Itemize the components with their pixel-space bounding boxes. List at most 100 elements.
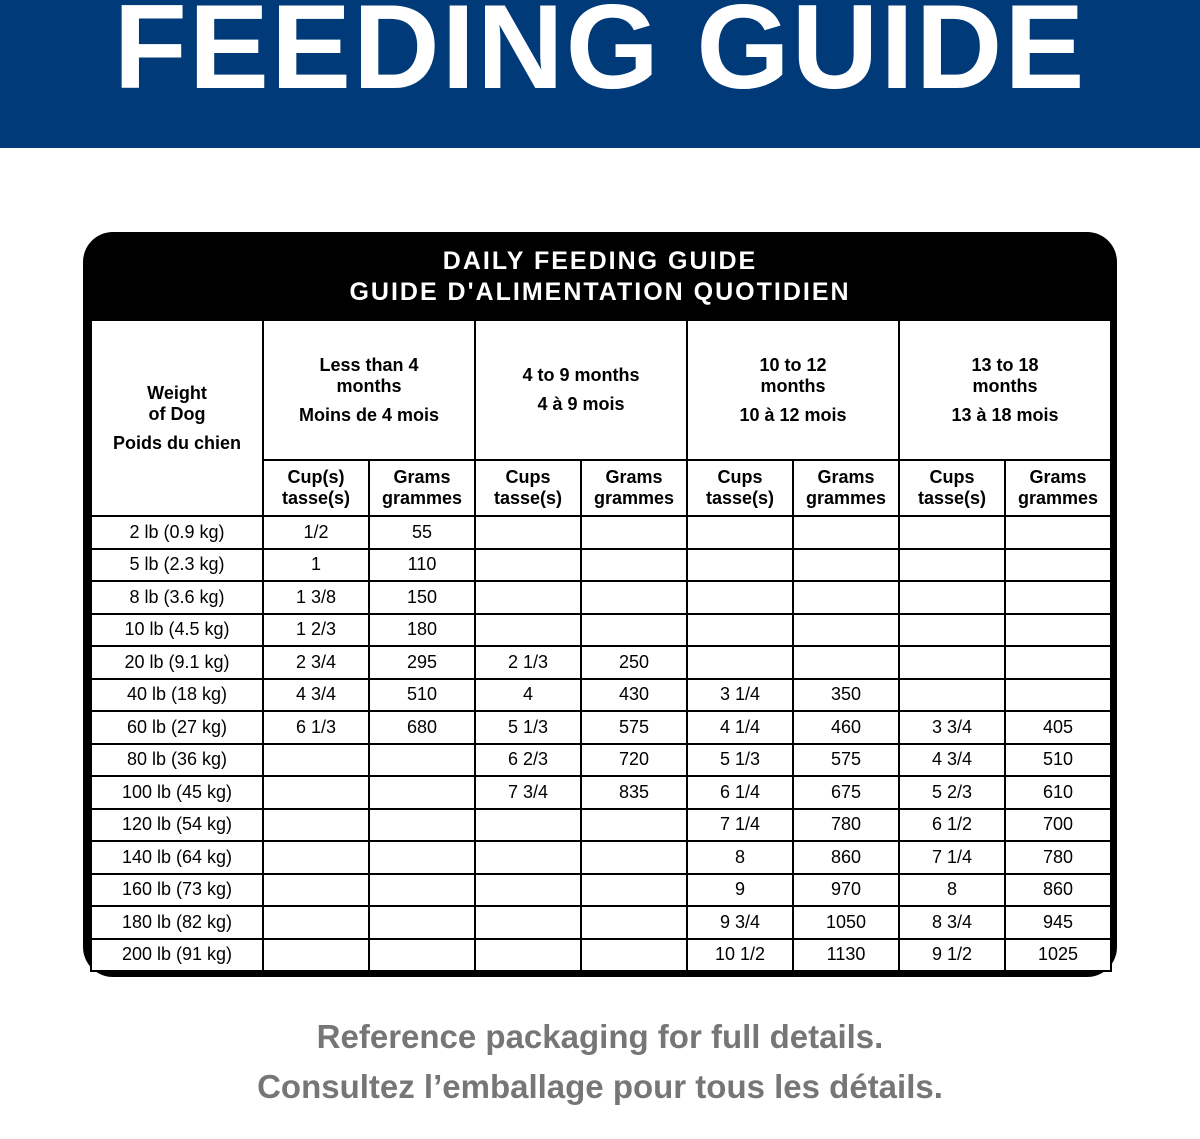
feeding-table: Weight of Dog Poids du chien Less than 4 m…	[90, 319, 1113, 972]
grams-cell	[579, 515, 689, 550]
grams-cell: 1050	[792, 905, 901, 940]
grams-cell	[368, 807, 476, 842]
cups-cell: 6 2/3	[474, 742, 582, 777]
age-group-en: Less than 4 months	[264, 355, 474, 397]
grams-cell	[792, 580, 901, 615]
grams-cell: 780	[1004, 840, 1113, 875]
grams-cell	[368, 840, 476, 875]
cups-cell	[898, 580, 1007, 615]
sub-header-en: Grams	[817, 467, 875, 487]
sub-header-en: Grams	[393, 467, 451, 487]
grams-cell	[579, 580, 689, 615]
age-group-en: 10 to 12 months	[688, 355, 898, 397]
cups-cell: 3 3/4	[898, 710, 1007, 745]
cups-cell: 2 1/3	[474, 645, 582, 680]
age-group-header: Less than 4 months Moins de 4 mois	[262, 319, 476, 461]
weight-header-en: Weight of Dog	[147, 382, 207, 424]
grams-cell	[579, 905, 689, 940]
cups-cell: 9 1/2	[898, 937, 1007, 972]
cups-cell	[686, 612, 795, 647]
grams-cell: 835	[579, 775, 689, 810]
weight-cell: 100 lb (45 kg)	[90, 775, 264, 810]
grams-cell: 610	[1004, 775, 1113, 810]
cups-cell: 6 1/4	[686, 775, 795, 810]
age-group-en: 13 to 18 months	[900, 355, 1110, 397]
grams-cell	[368, 905, 476, 940]
grams-cell: 55	[368, 515, 476, 550]
cups-cell	[474, 872, 582, 907]
cups-cell	[262, 807, 370, 842]
weight-cell: 180 lb (82 kg)	[90, 905, 264, 940]
sub-header-en: Cups	[929, 467, 975, 487]
sub-header: Cups tasse(s)	[898, 459, 1007, 517]
weight-cell: 200 lb (91 kg)	[90, 937, 264, 972]
cups-cell	[474, 937, 582, 972]
cups-cell: 4 3/4	[898, 742, 1007, 777]
page-title: FEEDING GUIDE	[113, 0, 1087, 114]
cups-cell: 1/2	[262, 515, 370, 550]
grams-cell: 780	[792, 807, 901, 842]
cups-cell: 5 1/3	[686, 742, 795, 777]
weight-cell: 60 lb (27 kg)	[90, 710, 264, 745]
data-row: 60 lb (27 kg) 6 1/3 680 5 1/3 575 4 1/4 460 3 3…	[90, 710, 1113, 745]
table-title-line: DAILY FEEDING GUIDE	[442, 246, 758, 275]
cups-cell	[474, 612, 582, 647]
grams-cell: 510	[1004, 742, 1113, 777]
footer-line: Consultez l’emballage pour tous les déta…	[257, 1068, 943, 1105]
cups-cell: 1 2/3	[262, 612, 370, 647]
weight-header: Weight of Dog Poids du chien	[90, 319, 264, 517]
grams-cell: 970	[792, 872, 901, 907]
grams-cell: 860	[792, 840, 901, 875]
grams-cell	[792, 515, 901, 550]
sub-header: Cup(s) tasse(s)	[262, 459, 370, 517]
sub-header-fr: tasse(s)	[705, 488, 775, 508]
weight-cell: 10 lb (4.5 kg)	[90, 612, 264, 647]
footer-line: Reference packaging for full details.	[316, 1018, 884, 1055]
header-row: Weight of Dog Poids du chien Less than 4 m…	[90, 319, 1113, 517]
sub-header-en: Grams	[1029, 467, 1087, 487]
sub-header-fr: grammes	[381, 488, 463, 508]
grams-cell: 510	[368, 677, 476, 712]
data-row: 5 lb (2.3 kg) 1 110	[90, 547, 1113, 582]
grams-cell	[579, 840, 689, 875]
header-band: FEEDING GUIDE	[0, 0, 1200, 148]
grams-cell	[792, 645, 901, 680]
grams-cell	[792, 612, 901, 647]
grams-cell: 720	[579, 742, 689, 777]
sub-header-fr: grammes	[1017, 488, 1099, 508]
data-row: 180 lb (82 kg) 9 3/4 1050 8 3/4 945	[90, 905, 1113, 940]
cups-cell	[262, 905, 370, 940]
grams-cell: 680	[368, 710, 476, 745]
sub-header-fr: tasse(s)	[917, 488, 987, 508]
sub-header-fr: tasse(s)	[281, 488, 351, 508]
cups-cell	[686, 580, 795, 615]
grams-cell	[368, 775, 476, 810]
cups-cell: 10 1/2	[686, 937, 795, 972]
sub-header-en: Cup(s)	[287, 467, 345, 487]
grams-cell: 860	[1004, 872, 1113, 907]
data-row: 120 lb (54 kg) 7 1/4 780 6 1/2 700	[90, 807, 1113, 842]
data-row: 2 lb (0.9 kg) 1/2 55	[90, 515, 1113, 550]
sub-header: Cups tasse(s)	[474, 459, 582, 517]
sub-header-en: Grams	[605, 467, 663, 487]
weight-cell: 40 lb (18 kg)	[90, 677, 264, 712]
cups-cell	[686, 515, 795, 550]
grams-cell: 180	[368, 612, 476, 647]
cups-cell: 8	[898, 872, 1007, 907]
grams-cell: 700	[1004, 807, 1113, 842]
grams-cell: 1025	[1004, 937, 1113, 972]
cups-cell	[262, 840, 370, 875]
cups-cell	[262, 872, 370, 907]
grams-cell	[368, 937, 476, 972]
cups-cell	[262, 775, 370, 810]
sub-header-row: Cup(s) tasse(s) Grams grammes Cups tasse(s) Gr…	[91, 459, 1113, 517]
grams-cell: 295	[368, 645, 476, 680]
cups-cell: 6 1/3	[262, 710, 370, 745]
data-row: 200 lb (91 kg) 10 1/2 1130 9 1/2 1025	[90, 937, 1113, 972]
cups-cell: 1 3/8	[262, 580, 370, 615]
cups-cell: 2 3/4	[262, 645, 370, 680]
weight-cell: 80 lb (36 kg)	[90, 742, 264, 777]
weight-cell: 5 lb (2.3 kg)	[90, 547, 264, 582]
cups-cell: 1	[262, 547, 370, 582]
weight-cell: 20 lb (9.1 kg)	[90, 645, 264, 680]
